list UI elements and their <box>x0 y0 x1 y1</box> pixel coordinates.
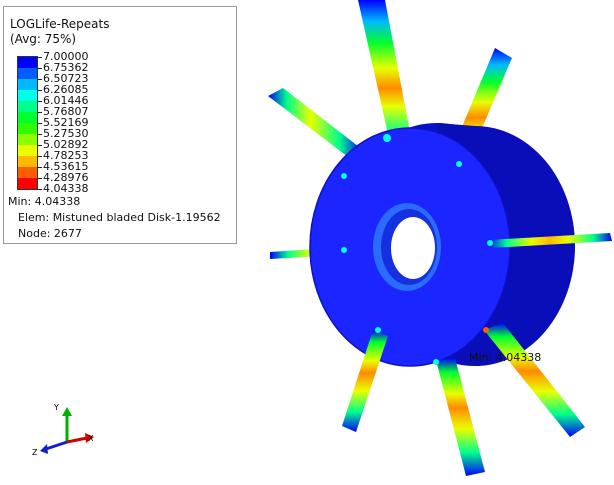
legend-tick-label: 6.75362 <box>43 61 89 74</box>
root-hotspot <box>483 327 489 333</box>
legend-tick <box>37 145 42 146</box>
legend-tick <box>37 79 42 80</box>
y-axis-label: Y <box>53 403 59 412</box>
hub-hole <box>391 217 435 279</box>
z-axis-label: Z <box>32 448 38 457</box>
legend-tick <box>37 112 42 113</box>
legend-color-bar <box>17 56 38 190</box>
legend-swatch <box>18 57 37 68</box>
x-axis-arrow-icon <box>85 433 94 443</box>
root-hotspot <box>341 247 347 253</box>
blade-right <box>488 233 612 248</box>
legend-tick <box>37 178 42 179</box>
legend-tick-label: 5.52169 <box>43 116 89 129</box>
legend-min-text: Min: 4.04338 <box>8 195 81 208</box>
legend-tick-label: 6.01446 <box>43 94 89 107</box>
legend-tick-label: 7.00000 <box>43 50 89 63</box>
y-axis-arrow-icon <box>62 407 72 416</box>
legend-swatch <box>18 123 37 134</box>
x-axis-label: X <box>88 434 94 443</box>
legend-tick <box>37 68 42 69</box>
legend-tick-label: 6.26085 <box>43 83 89 96</box>
legend-swatch <box>18 134 37 145</box>
legend-tick <box>37 189 42 190</box>
blade-lower-left <box>342 330 388 432</box>
legend-tick-label: 5.02892 <box>43 138 89 151</box>
legend-tick-label: 4.28976 <box>43 171 89 184</box>
legend-tick <box>37 57 42 58</box>
legend-swatch <box>18 101 37 112</box>
legend-tick-label: 5.27530 <box>43 127 89 140</box>
x-axis-line <box>66 436 88 444</box>
blade-upper-left <box>268 88 363 160</box>
legend-title: LOGLife-Repeats <box>10 17 110 31</box>
blade-bottom <box>436 358 485 476</box>
legend-tick-label: 6.50723 <box>43 72 89 85</box>
legend-tick <box>37 90 42 91</box>
legend-subtitle: (Avg: 75%) <box>10 32 77 46</box>
legend-swatch <box>18 145 37 156</box>
legend-tick <box>37 156 42 157</box>
axis-triad: Y X Z <box>32 403 94 457</box>
legend-tick-label: 4.78253 <box>43 149 89 162</box>
legend-tick-label: 5.76807 <box>43 105 89 118</box>
z-axis-line <box>45 440 68 451</box>
root-hotspot <box>487 240 493 246</box>
legend-tick <box>37 134 42 135</box>
root-hotspot <box>433 359 439 365</box>
legend-elem-text: Elem: Mistuned bladed Disk-1.19562 <box>18 211 221 224</box>
root-hotspot <box>341 173 347 179</box>
root-hotspot <box>456 161 462 167</box>
legend-swatch <box>18 156 37 167</box>
min-value-marker: Min: 4.04338 <box>469 351 542 364</box>
root-hotspot <box>383 134 391 142</box>
legend-tick <box>37 167 42 168</box>
legend-swatch <box>18 68 37 79</box>
legend-swatch <box>18 90 37 101</box>
z-axis-arrow-icon <box>40 444 48 454</box>
blade-top <box>358 0 413 152</box>
legend-swatch <box>18 167 37 178</box>
legend-swatch <box>18 112 37 123</box>
legend-tick <box>37 123 42 124</box>
legend-panel: LOGLife-Repeats (Avg: 75%) 7.00000 6.7536… <box>3 6 237 244</box>
legend-tick <box>37 101 42 102</box>
root-hotspot <box>375 327 381 333</box>
legend-tick-label: 4.04338 <box>43 182 89 195</box>
disk-face-edge <box>309 127 511 367</box>
legend-tick-label: 4.53615 <box>43 160 89 173</box>
legend-swatch <box>18 178 37 189</box>
legend-swatch <box>18 79 37 90</box>
blade-lower-right <box>484 323 585 437</box>
legend-node-text: Node: 2677 <box>18 227 82 240</box>
